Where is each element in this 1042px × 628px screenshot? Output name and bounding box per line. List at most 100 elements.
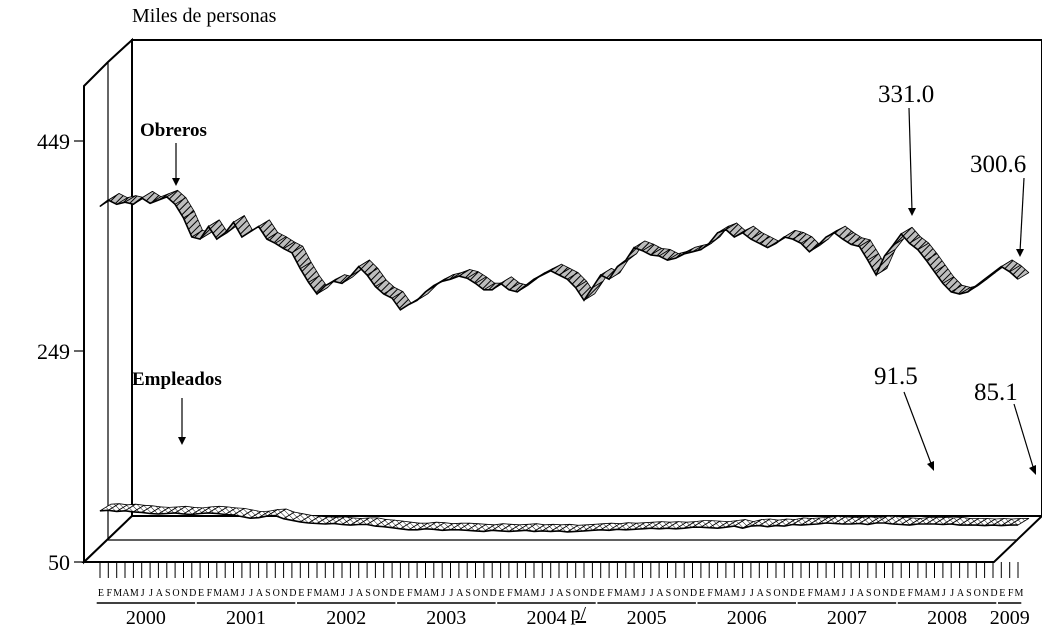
x-tick-label-month: A	[156, 588, 164, 599]
x-tick-label-month: J	[950, 588, 954, 599]
x-tick-label-month: F	[707, 588, 713, 599]
year-label-2009: 2009	[990, 607, 1030, 628]
x-tick-label-month: M	[130, 588, 139, 599]
year-label-2003: 2003	[426, 607, 466, 628]
x-tick-label-month: O	[172, 588, 179, 599]
x-tick-label-month: M	[531, 588, 540, 599]
year-note-2004: p/	[571, 603, 587, 625]
x-tick-label-month: E	[899, 588, 905, 599]
x-tick-label-month: J	[942, 588, 946, 599]
x-tick-label-month: A	[857, 588, 865, 599]
x-tick-label-month: D	[389, 588, 396, 599]
x-tick-label-month: E	[198, 588, 204, 599]
x-tick-label-month: O	[473, 588, 480, 599]
x-tick-label-month: J	[341, 588, 345, 599]
x-tick-label-month: E	[799, 588, 805, 599]
x-tick-label-month: E	[999, 588, 1005, 599]
x-tick-label-month: M	[714, 588, 723, 599]
value-annotations: 331.0 300.6 91.5 85.1	[874, 81, 1036, 475]
x-tick-label-month: A	[122, 588, 130, 599]
x-tick-label-month: J	[850, 588, 854, 599]
annotation-obreros-331: 331.0	[878, 81, 934, 108]
x-tick-label-month: J	[149, 588, 153, 599]
year-label-2005: 2005	[627, 607, 667, 628]
x-tick-label-month: S	[866, 588, 871, 599]
x-tick-label-month: M	[514, 588, 523, 599]
series-label-obreros: Obreros	[140, 120, 207, 141]
series-line-obreros	[99, 195, 1019, 311]
x-tick-label-month: J	[249, 588, 253, 599]
x-tick-label-month: F	[908, 588, 914, 599]
y-tick-label-249: 249	[37, 339, 70, 364]
annotation-arrow-obreros-331	[908, 107, 913, 212]
x-tick-label-month: S	[465, 588, 470, 599]
x-tick-label-month: A	[323, 588, 331, 599]
x-tick-label-month: A	[523, 588, 531, 599]
y-axis-ticks: 449 249 50	[37, 129, 84, 575]
x-tick-label-month: F	[106, 588, 112, 599]
series-empleados	[99, 503, 1030, 533]
x-tick-label-month: S	[966, 588, 971, 599]
x-tick-label-month: M	[814, 588, 823, 599]
x-tick-label-month: M	[314, 588, 323, 599]
x-tick-label-month: J	[349, 588, 353, 599]
x-tick-label-month: A	[423, 588, 431, 599]
x-tick-label-month: M	[1015, 588, 1024, 599]
x-tick-label-month: N	[581, 588, 588, 599]
x-tick-label-month: S	[666, 588, 671, 599]
x-tick-label-month: J	[141, 588, 145, 599]
x-tick-label-month: J	[241, 588, 245, 599]
x-tick-label-month: M	[113, 588, 122, 599]
x-tick-label-month: F	[307, 588, 313, 599]
x-tick-label-month: E	[298, 588, 304, 599]
annotation-arrow-empleados-91	[903, 391, 933, 467]
x-tick-label-month: O	[673, 588, 680, 599]
x-tick-label-month: M	[614, 588, 623, 599]
x-tick-label-month: E	[98, 588, 104, 599]
annotation-arrowhead-obreros-331	[908, 208, 916, 216]
x-tick-label-month: M	[731, 588, 740, 599]
series-layer	[99, 189, 1030, 533]
chart-frame	[81, 37, 1042, 565]
annotation-arrowhead-obreros-300	[1016, 249, 1024, 257]
x-tick-label-month: N	[481, 588, 488, 599]
x-tick-label-month: S	[265, 588, 270, 599]
annotation-arrow-obreros-300	[1019, 177, 1025, 253]
x-tick-label-month: J	[842, 588, 846, 599]
x-tick-label-month: O	[773, 588, 780, 599]
x-tick-label-month: J	[750, 588, 754, 599]
back-wall	[131, 39, 1042, 517]
x-tick-label-month: F	[207, 588, 213, 599]
x-tick-label-month: D	[590, 588, 597, 599]
x-tick-label-month: M	[931, 588, 940, 599]
year-label-2007: 2007	[827, 607, 867, 628]
x-tick-label-month: F	[1008, 588, 1014, 599]
x-tick-label-month: N	[381, 588, 388, 599]
y-tick-label-449: 449	[37, 129, 70, 154]
x-tick-label-month: N	[882, 588, 889, 599]
x-tick-label-month: J	[642, 588, 646, 599]
x-tick-label-month: O	[573, 588, 580, 599]
series-line-empleados	[99, 509, 1019, 533]
x-tick-label-month: D	[790, 588, 797, 599]
x-tick-label-month: F	[607, 588, 613, 599]
annotation-obreros-300: 300.6	[970, 151, 1026, 178]
x-tick-label-month: E	[398, 588, 404, 599]
x-tick-label-month: J	[550, 588, 554, 599]
x-tick-label-month: S	[565, 588, 570, 599]
x-tick-label-month: D	[990, 588, 997, 599]
x-tick-label-month: A	[823, 588, 831, 599]
x-tick-label-month: M	[213, 588, 222, 599]
x-tick-label-month: A	[656, 588, 664, 599]
x-tick-label-month: J	[541, 588, 545, 599]
x-tick-label-month: A	[623, 588, 631, 599]
series-obreros	[99, 189, 1030, 311]
x-tick-label-month: F	[808, 588, 814, 599]
annotation-arrow-empleados-85	[1013, 403, 1035, 471]
x-tick-label-month: E	[699, 588, 705, 599]
series-label-empleados: Empleados	[132, 369, 222, 390]
x-tick-label-month: A	[556, 588, 564, 599]
x-tick-label-month: S	[766, 588, 771, 599]
x-tick-label-month: J	[650, 588, 654, 599]
